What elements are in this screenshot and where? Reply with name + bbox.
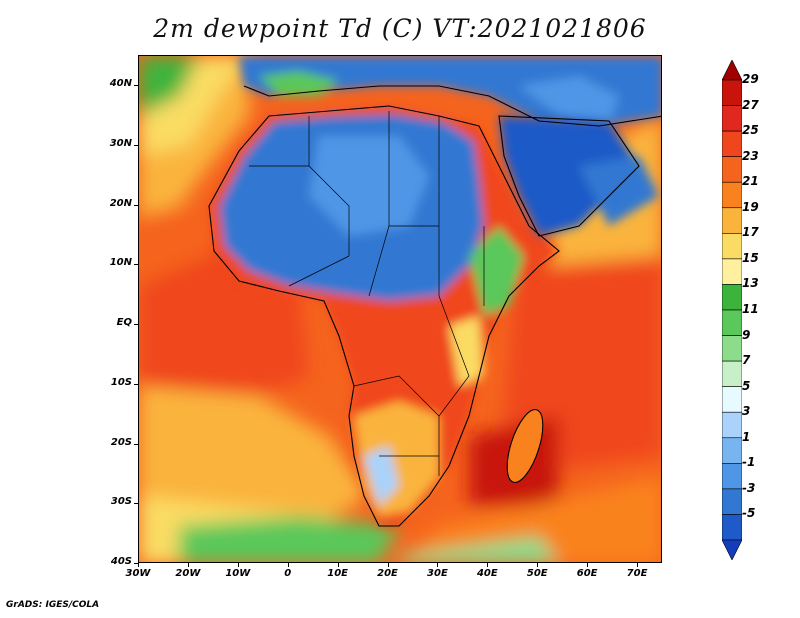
colorbar-label: 17 [742,225,759,240]
y-axis-tick [134,264,138,266]
y-axis-tick [134,503,138,505]
x-axis-label: 70E [626,568,648,579]
colorbar-label: 25 [742,123,759,138]
colorbar-swatch [722,207,742,234]
y-axis-label: 30S [110,496,132,508]
colorbar-label: -5 [742,506,756,521]
colorbar-swatch [722,60,742,81]
credit-text: GrADS: IGES/COLA [6,600,100,610]
colorbar-swatch [722,437,742,464]
y-axis-label: EQ [116,317,132,328]
colorbar-label: 9 [742,327,751,342]
chart-title: 2m dewpoint Td (C) VT:2021021806 [153,14,647,43]
y-axis-tick [134,144,138,146]
colorbar-label: -3 [742,480,756,495]
x-axis-tick [437,563,439,567]
x-axis-label: 40E [476,568,498,579]
colorbar-swatch [722,181,742,209]
x-axis-label: 0 [284,568,292,579]
x-axis-tick [287,563,289,567]
colorbar-swatch [722,539,742,560]
colorbar-swatch [722,514,742,541]
y-axis-label: 40S [110,556,132,567]
colorbar-swatch [722,156,742,183]
y-axis-tick [134,443,138,445]
colorbar-label: 11 [742,302,759,316]
colorbar-label: 15 [742,250,759,265]
dewpoint-map [138,55,662,563]
y-axis-tick [134,563,138,564]
colorbar-label: 1 [742,429,751,444]
y-axis-tick [134,85,138,86]
colorbar-label: 5 [742,378,751,393]
x-axis-label: 20E [377,568,398,579]
colorbar-label: -1 [742,455,756,470]
x-axis-tick [637,563,639,567]
continent-europe [239,56,661,126]
x-axis-tick [187,563,189,567]
map-canvas [139,56,661,562]
y-axis-tick [134,324,138,325]
colorbar-label: 27 [742,97,759,112]
x-axis-label: 30E [427,568,448,579]
colorbar-swatch [722,284,742,311]
colorbar-label: 23 [742,148,759,163]
y-axis-label: 20N [109,197,132,209]
y-axis-label: 40N [109,78,132,89]
y-axis-label: 10S [110,376,132,388]
colorbar-label: 7 [742,353,751,368]
colorbar-swatch [722,386,742,413]
x-axis-tick [337,563,339,567]
colorbar-swatch [722,258,742,285]
colorbar-label: 29 [742,72,759,86]
x-axis-label: 10E [327,568,348,579]
x-axis-tick [487,563,489,567]
colorbar-swatch [722,233,742,260]
y-axis-tick [134,204,138,206]
x-axis-label: 30W [125,568,151,579]
y-axis-label: 30N [109,137,132,149]
madagascar-island [507,409,543,483]
x-axis-tick [387,563,389,567]
country-borders [249,111,485,476]
colorbar-label: 3 [742,404,751,419]
y-axis-label: 20S [110,436,132,448]
x-axis-label: 20W [175,568,201,579]
colorbar-swatch [722,105,742,132]
colorbar [722,60,742,560]
continent-africa [209,106,559,526]
x-axis-label: 60E [576,568,598,579]
x-axis-tick [537,563,539,567]
x-axis-tick [237,563,239,567]
x-axis-tick [587,563,589,567]
y-axis-tick [134,383,138,385]
colorbar-label: 21 [742,174,759,189]
continent-arabia [499,116,659,236]
colorbar-label: 19 [742,199,759,214]
colorbar-label: 13 [742,276,759,291]
x-axis-label: 10W [225,568,251,579]
coastlines [208,85,661,527]
colorbar-swatch [722,335,742,362]
colorbar-swatch [722,360,742,387]
colorbar-swatch [722,463,742,490]
colorbar-swatch [722,309,742,336]
x-axis-tick [138,563,139,567]
colorbar-swatch [722,488,742,515]
colorbar-swatch [722,130,742,157]
x-axis-label: 50E [526,568,548,579]
y-axis-label: 10N [109,257,132,269]
colorbar-swatch [722,79,742,106]
colorbar-swatch [722,411,742,439]
